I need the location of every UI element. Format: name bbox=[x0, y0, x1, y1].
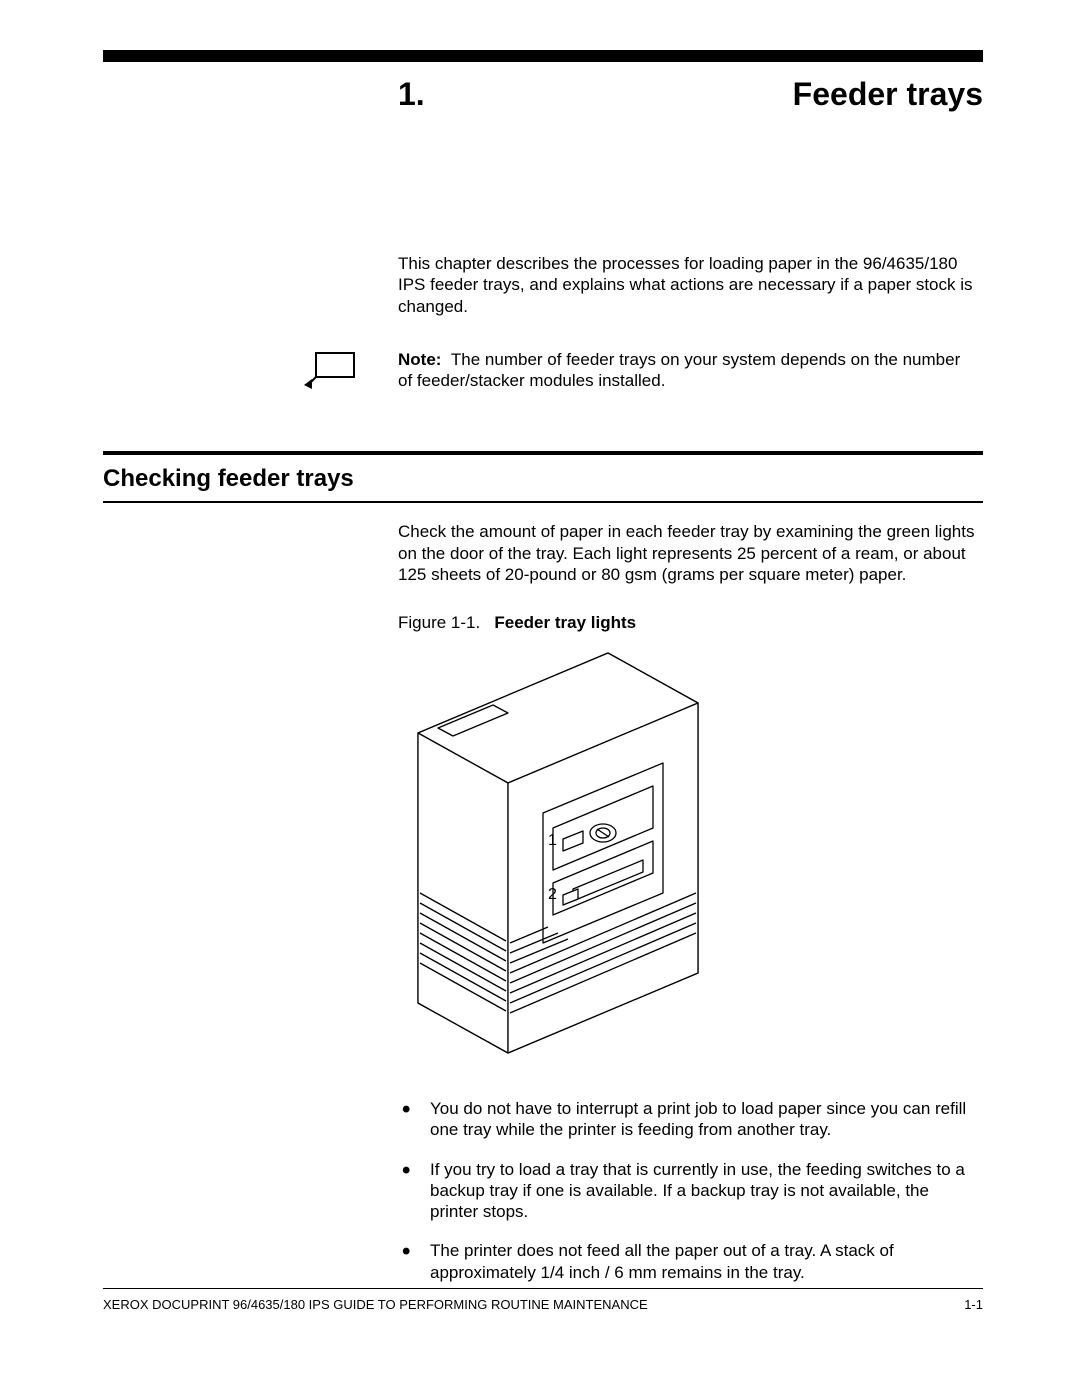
note-label: Note: bbox=[398, 350, 441, 369]
note-body: The number of feeder trays on your syste… bbox=[398, 350, 960, 390]
tray-label-1: 1 bbox=[548, 832, 557, 849]
figure-title: Feeder tray lights bbox=[494, 613, 636, 632]
footer-right: 1-1 bbox=[964, 1297, 983, 1312]
note-block: Note: The number of feeder trays on your… bbox=[103, 349, 983, 392]
section-paragraph: Check the amount of paper in each feeder… bbox=[398, 521, 978, 585]
intro-paragraph: This chapter describes the processes for… bbox=[398, 253, 978, 317]
list-item: You do not have to interrupt a print job… bbox=[398, 1098, 978, 1141]
chapter-header: 1. Feeder trays bbox=[103, 76, 983, 113]
figure-label: Figure 1-1. bbox=[398, 613, 480, 632]
page-footer: XEROX DOCUPRINT 96/4635/180 IPS GUIDE TO… bbox=[103, 1288, 983, 1312]
chapter-title: Feeder trays bbox=[793, 76, 983, 113]
note-text: Note: The number of feeder trays on your… bbox=[398, 349, 978, 392]
note-icon bbox=[304, 349, 356, 389]
bullet-list: You do not have to interrupt a print job… bbox=[398, 1098, 978, 1283]
section-heading: Checking feeder trays bbox=[103, 465, 983, 493]
list-item: If you try to load a tray that is curren… bbox=[398, 1159, 978, 1223]
section-rule-top bbox=[103, 451, 983, 455]
footer-left: XEROX DOCUPRINT 96/4635/180 IPS GUIDE TO… bbox=[103, 1297, 648, 1312]
page-content: 1. Feeder trays This chapter describes t… bbox=[103, 50, 983, 1301]
footer-rule bbox=[103, 1288, 983, 1289]
chapter-title-bar bbox=[103, 50, 983, 62]
figure-caption: Figure 1-1. Feeder tray lights bbox=[398, 613, 978, 633]
list-item: The printer does not feed all the paper … bbox=[398, 1240, 978, 1283]
section-rule-bottom bbox=[103, 501, 983, 503]
feeder-tray-figure: 1 2 bbox=[398, 643, 978, 1068]
chapter-number: 1. bbox=[398, 76, 425, 113]
tray-label-2: 2 bbox=[548, 886, 557, 903]
